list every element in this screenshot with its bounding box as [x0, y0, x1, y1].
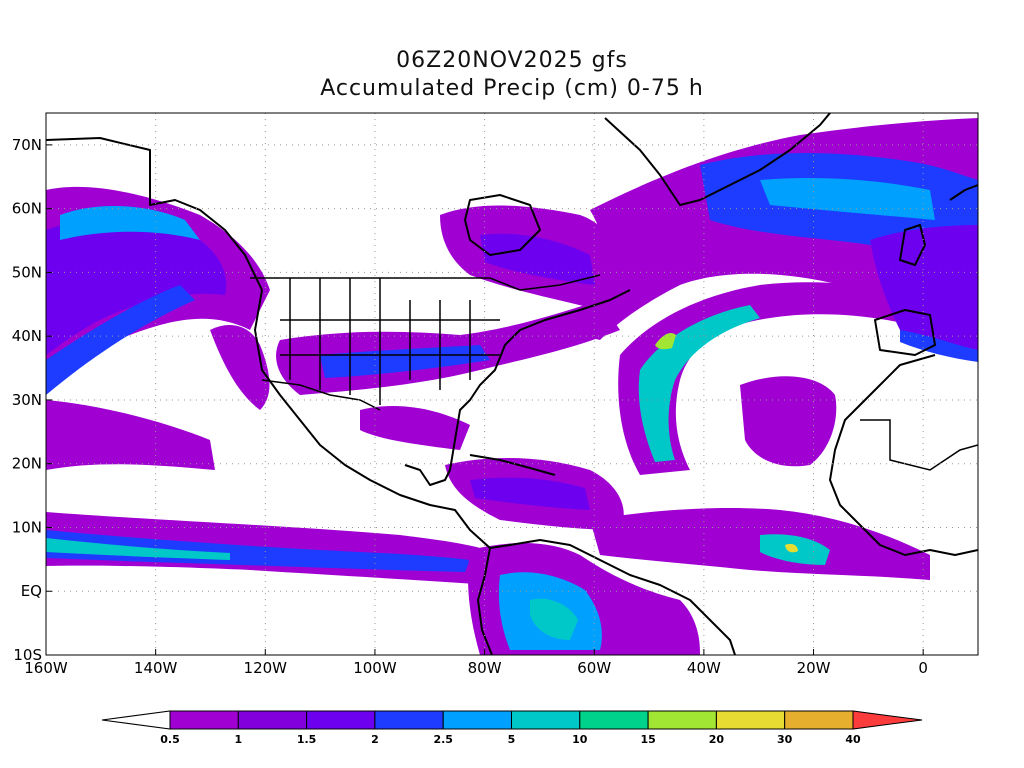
lat-tick-label: 30N	[12, 391, 42, 409]
lon-tick-label: 0	[918, 659, 928, 677]
border-us-mexico	[261, 379, 381, 411]
colorbar-label: 15	[640, 733, 655, 746]
coast-british-isles	[899, 224, 926, 266]
precip-itcz-pacific-max	[46, 538, 230, 560]
precip-field	[46, 113, 978, 655]
coastlines	[46, 113, 978, 655]
precip-atlantic-central	[740, 376, 837, 467]
colorbar-segment	[442, 710, 513, 730]
coast-north-america-east	[404, 289, 631, 486]
colorbar-label: 2.5	[433, 733, 453, 746]
colorbar-segment	[306, 710, 376, 730]
colorbar-segment	[647, 710, 717, 730]
coast-iberia	[874, 309, 936, 356]
colorbar-under-triangle	[101, 710, 171, 730]
coast-greenland	[604, 113, 831, 206]
precip-canada-core	[480, 233, 595, 285]
lat-tick-label: 60N	[12, 200, 42, 218]
lat-tick-label: 10S	[13, 646, 42, 664]
precip-atlantic-front-max	[655, 333, 676, 350]
colorbar-over-triangle	[852, 710, 923, 730]
lat-tick-label: 70N	[12, 136, 42, 154]
lon-tick-label: 160W	[24, 659, 68, 677]
coast-africa	[829, 354, 978, 556]
precip-us-core	[320, 345, 490, 378]
colorbar-label: 40	[845, 733, 861, 746]
lon-tick-label: 120W	[244, 659, 288, 677]
precip-north-pacific-core	[46, 219, 227, 355]
colorbar-label: 1.5	[297, 733, 317, 746]
colorbar-segment	[169, 710, 239, 730]
lon-tick-label: 40W	[687, 659, 721, 677]
colorbar-segment	[511, 710, 581, 730]
precip-atlantic-max	[760, 178, 935, 220]
colorbar-segment	[784, 710, 854, 730]
precip-europe	[870, 225, 978, 360]
precip-pacific-coast-band	[46, 285, 195, 395]
lat-tick-label: 50N	[12, 263, 42, 281]
border-us-states	[280, 278, 500, 405]
coast-alaska	[46, 137, 263, 291]
colorbar-label: 30	[777, 733, 793, 746]
map-subtitle: Accumulated Precip (cm) 0-75 h	[320, 76, 704, 101]
colorbar-segment	[374, 710, 444, 730]
coast-north-america-west	[254, 289, 491, 549]
precip-itcz-pacific-core	[46, 530, 470, 572]
lon-tick-label: 100W	[353, 659, 397, 677]
coast-scandinavia	[949, 184, 978, 201]
lat-tick-label: EQ	[21, 582, 42, 600]
colorbar: 0.5 1 1.5 2 2.5 5 10 15 20 30 40	[101, 710, 923, 746]
map-title: 06Z20NOV2025 gfs	[396, 48, 628, 73]
coast-south-america	[489, 539, 736, 655]
lat-tick-label: 20N	[12, 455, 42, 473]
colorbar-segment	[715, 710, 786, 730]
colorbar-label: 10	[572, 733, 588, 746]
precip-central-pacific	[46, 400, 215, 470]
border-us-canada	[250, 274, 601, 291]
lat-tick-label: 10N	[12, 518, 42, 536]
colorbar-segment	[579, 710, 649, 730]
precip-europe-core	[900, 330, 978, 362]
colorbar-label: 0.5	[160, 733, 180, 746]
lon-tick-label: 80W	[468, 659, 502, 677]
coast-south-america-west	[477, 547, 493, 655]
colorbar-label: 2	[371, 733, 379, 746]
precip-northwest	[210, 325, 270, 410]
political-borders	[250, 274, 978, 471]
graticule	[45, 113, 978, 656]
colorbar-segment	[237, 710, 308, 730]
lon-tick-label: 60W	[577, 659, 611, 677]
map-frame	[45, 112, 979, 656]
lon-tick-label: 20W	[797, 659, 831, 677]
coast-hudson-bay	[464, 194, 541, 256]
lon-tick-label: 140W	[134, 659, 178, 677]
colorbar-label: 5	[508, 733, 516, 746]
precip-gulf	[360, 405, 470, 450]
border-africa	[860, 419, 978, 471]
precip-caribbean-core	[470, 477, 590, 510]
precip-itcz-atlantic-max	[785, 543, 798, 553]
colorbar-label: 20	[709, 733, 725, 746]
precip-alaska-coast	[60, 205, 200, 240]
precip-south-america-max	[530, 598, 578, 640]
lat-tick-label: 40N	[12, 327, 42, 345]
colorbar-label: 1	[234, 733, 242, 746]
